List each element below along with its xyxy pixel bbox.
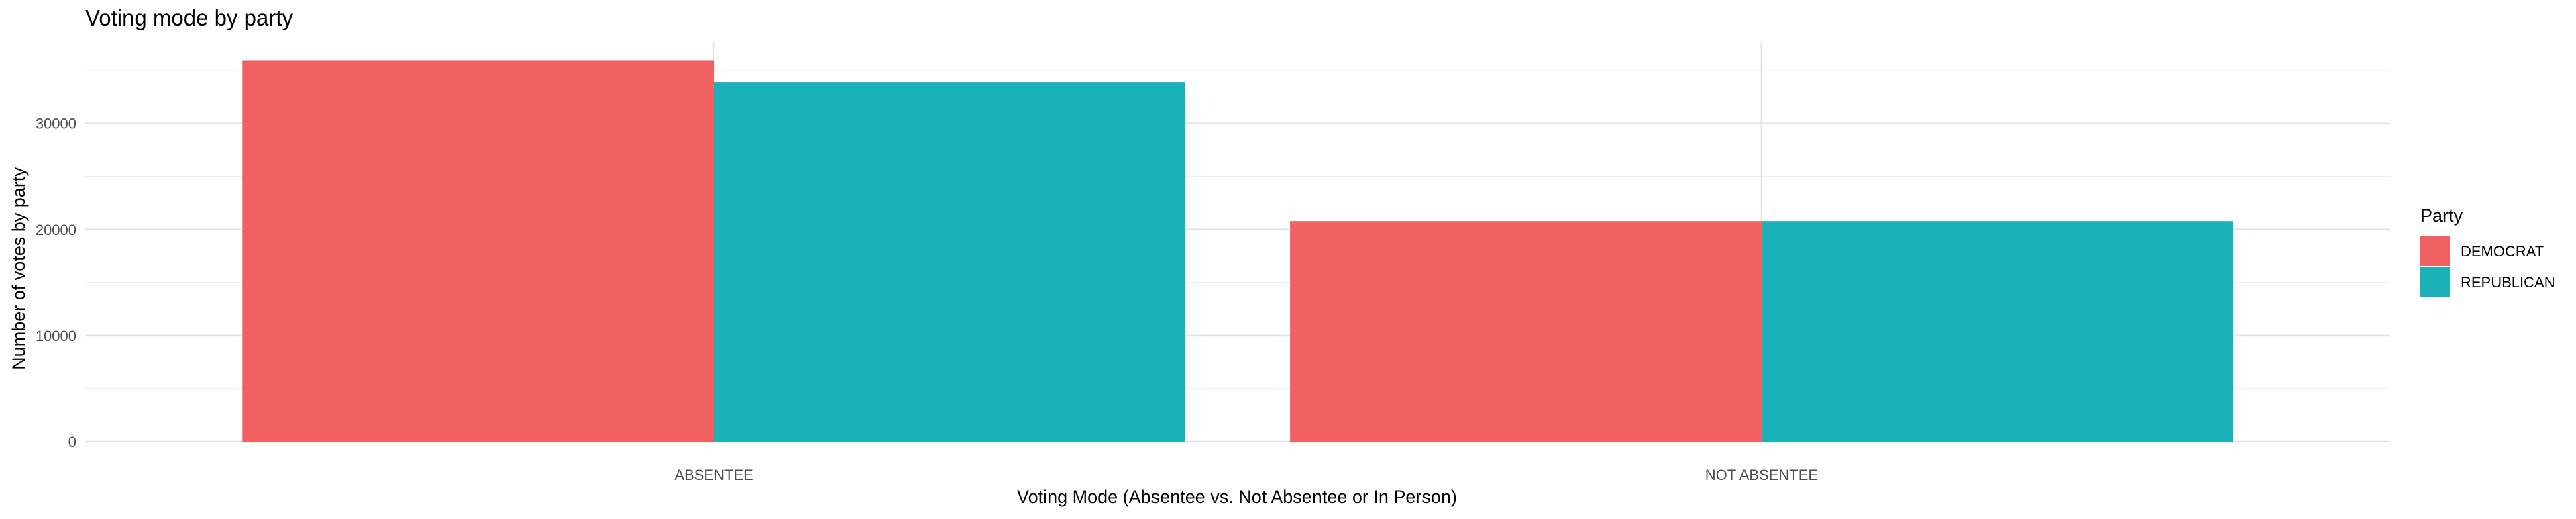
bar-republican-absentee xyxy=(714,82,1185,442)
y-tick-label: 20000 xyxy=(36,222,76,238)
legend-title: Party xyxy=(2420,205,2463,226)
legend-swatch-democrat xyxy=(2420,236,2450,266)
legend-swatch-republican xyxy=(2420,267,2450,297)
y-axis-title: Number of votes by party xyxy=(9,167,29,370)
y-tick-label: 10000 xyxy=(36,328,76,344)
bar-democrat-not-absentee xyxy=(1290,221,1762,442)
y-tick-label: 30000 xyxy=(36,115,76,132)
x-tick-label: ABSENTEE xyxy=(674,467,753,483)
bar-democrat-absentee xyxy=(242,60,714,442)
bars xyxy=(242,60,2233,442)
legend-label-republican: REPUBLICAN xyxy=(2461,274,2555,291)
axes: 0 10000 20000 30000 ABSENTEE NOT ABSENTEE xyxy=(36,115,1818,483)
legend: Party DEMOCRAT REPUBLICAN xyxy=(2420,205,2555,297)
x-tick-label: NOT ABSENTEE xyxy=(1705,467,1818,483)
x-axis-title: Voting Mode (Absentee vs. Not Absentee o… xyxy=(1017,487,1457,507)
y-tick-label: 0 xyxy=(68,434,76,451)
bar-republican-not-absentee xyxy=(1761,221,2233,442)
legend-label-democrat: DEMOCRAT xyxy=(2461,243,2544,260)
chart-title: Voting mode by party xyxy=(85,5,294,30)
